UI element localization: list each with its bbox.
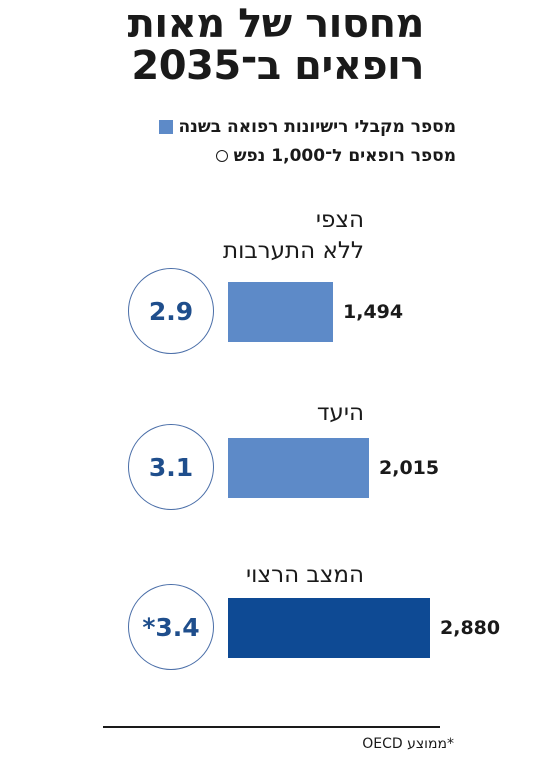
source-note: *ממוצע OECD — [362, 736, 454, 752]
legend-item-licenses: מספר מקבלי רישיונות רפואה בשנה — [158, 117, 457, 137]
legend-label-doctors: מספר רופאים ל־1,000 נפש — [233, 146, 456, 166]
licenses-bar-desired — [228, 598, 430, 658]
category-label-projection-line-2: ללא התערבות — [222, 238, 364, 264]
licenses-bar-projection — [228, 282, 333, 342]
title-line-1: מחסור של מאות — [127, 1, 425, 47]
doctors-per-1000-circle-projection: 2.9 — [128, 268, 214, 354]
category-label-desired: המצב הרצוי — [246, 562, 364, 588]
title-line-2: רופאים ב־2035 — [131, 43, 424, 89]
legend-circle-icon — [215, 150, 228, 162]
licenses-value-desired: 2,880 — [440, 617, 501, 639]
legend-label-licenses: מספר מקבלי רישיונות רפואה בשנה — [178, 117, 457, 137]
category-label-projection-line-1: הצפי — [315, 207, 364, 233]
doctors-per-1000-circle-target: 3.1 — [128, 424, 214, 510]
licenses-bar-target — [228, 438, 369, 498]
legend-square-icon — [158, 120, 173, 134]
doctors-per-1000-circle-desired: *3.4 — [128, 584, 214, 670]
divider — [103, 726, 440, 728]
category-label-target: היעד — [316, 400, 364, 426]
legend-item-doctors: מספר רופאים ל־1,000 נפש — [215, 146, 456, 166]
licenses-value-projection: 1,494 — [343, 301, 404, 323]
licenses-value-target: 2,015 — [379, 457, 440, 479]
